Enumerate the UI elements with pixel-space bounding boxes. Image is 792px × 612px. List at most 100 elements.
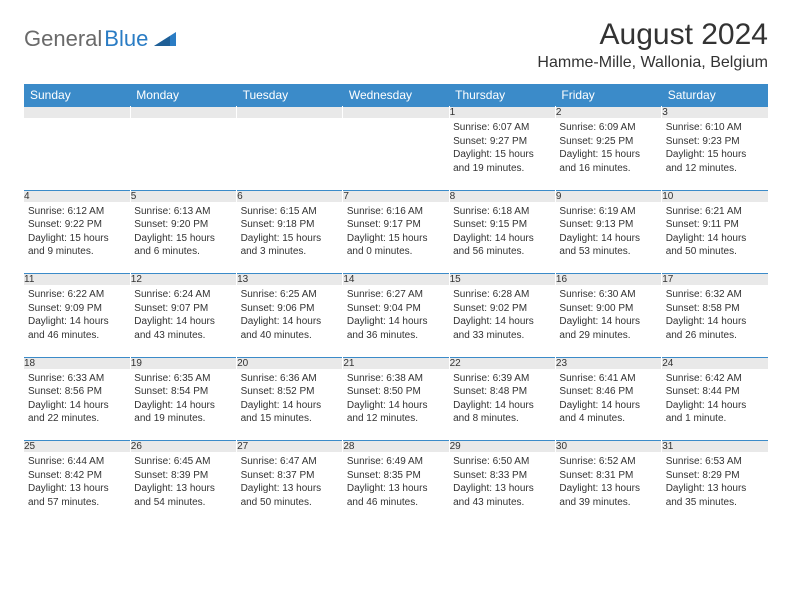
daylight-text: and 16 minutes. xyxy=(559,162,657,176)
weekday-header: Thursday xyxy=(449,84,555,107)
weekday-header-row: SundayMondayTuesdayWednesdayThursdayFrid… xyxy=(24,84,768,107)
day-cell: Sunrise: 6:30 AMSunset: 9:00 PMDaylight:… xyxy=(555,285,661,357)
sunset-text: Sunset: 8:42 PM xyxy=(28,469,126,483)
daylight-text: Daylight: 14 hours xyxy=(241,315,339,329)
weekday-header: Sunday xyxy=(24,84,130,107)
day-number: 19 xyxy=(130,357,236,369)
sunrise-text: Sunrise: 6:50 AM xyxy=(453,455,551,469)
daylight-text: and 29 minutes. xyxy=(559,329,657,343)
day-cell: Sunrise: 6:24 AMSunset: 9:07 PMDaylight:… xyxy=(130,285,236,357)
sunset-text: Sunset: 9:25 PM xyxy=(559,135,657,149)
location: Hamme-Mille, Wallonia, Belgium xyxy=(537,54,768,72)
sunrise-text: Sunrise: 6:13 AM xyxy=(134,205,232,219)
day-number: 2 xyxy=(555,107,661,119)
day-number: 26 xyxy=(130,441,236,453)
day-number: 28 xyxy=(343,441,449,453)
sunrise-text: Sunrise: 6:36 AM xyxy=(241,372,339,386)
day-cell: Sunrise: 6:09 AMSunset: 9:25 PMDaylight:… xyxy=(555,118,661,190)
daylight-text: and 43 minutes. xyxy=(134,329,232,343)
day-cell: Sunrise: 6:21 AMSunset: 9:11 PMDaylight:… xyxy=(662,202,768,274)
sunset-text: Sunset: 9:06 PM xyxy=(241,302,339,316)
sunrise-text: Sunrise: 6:38 AM xyxy=(347,372,445,386)
daylight-text: and 54 minutes. xyxy=(134,496,232,510)
sunrise-text: Sunrise: 6:07 AM xyxy=(453,121,551,135)
daylight-text: and 9 minutes. xyxy=(28,245,126,259)
daylight-text: Daylight: 14 hours xyxy=(559,399,657,413)
sunrise-text: Sunrise: 6:32 AM xyxy=(666,288,764,302)
daylight-text: Daylight: 14 hours xyxy=(666,232,764,246)
sunrise-text: Sunrise: 6:39 AM xyxy=(453,372,551,386)
sunrise-text: Sunrise: 6:53 AM xyxy=(666,455,764,469)
daylight-text: and 50 minutes. xyxy=(241,496,339,510)
day-body-row: Sunrise: 6:33 AMSunset: 8:56 PM Daylight:… xyxy=(24,369,768,441)
daylight-text: and 4 minutes. xyxy=(559,412,657,426)
title-block: August 2024 Hamme-Mille, Wallonia, Belgi… xyxy=(537,18,768,72)
logo-text-blue: Blue xyxy=(104,26,148,52)
day-cell: Sunrise: 6:28 AMSunset: 9:02 PMDaylight:… xyxy=(449,285,555,357)
day-cell: Sunrise: 6:25 AMSunset: 9:06 PMDaylight:… xyxy=(237,285,343,357)
sunset-text: Sunset: 8:46 PM xyxy=(559,385,657,399)
header: General Blue August 2024 Hamme-Mille, Wa… xyxy=(24,18,768,72)
day-number: 8 xyxy=(449,190,555,202)
daylight-text: Daylight: 15 hours xyxy=(559,148,657,162)
day-number-row: 25262728293031 xyxy=(24,441,768,453)
day-number: 23 xyxy=(555,357,661,369)
daylight-text: Daylight: 14 hours xyxy=(453,232,551,246)
sunrise-text: Sunrise: 6:12 AM xyxy=(28,205,126,219)
sunset-text: Sunset: 8:56 PM xyxy=(28,385,126,399)
daylight-text: and 15 minutes. xyxy=(241,412,339,426)
daylight-text: and 22 minutes. xyxy=(28,412,126,426)
day-number: 17 xyxy=(662,274,768,286)
day-cell: Sunrise: 6:22 AMSunset: 9:09 PMDaylight:… xyxy=(24,285,130,357)
daylight-text: Daylight: 15 hours xyxy=(347,232,445,246)
sunset-text: Sunset: 9:02 PM xyxy=(453,302,551,316)
day-cell: Sunrise: 6:15 AMSunset: 9:18 PMDaylight:… xyxy=(237,202,343,274)
daylight-text: and 26 minutes. xyxy=(666,329,764,343)
daylight-text: and 50 minutes. xyxy=(666,245,764,259)
daylight-text: and 19 minutes. xyxy=(134,412,232,426)
sunset-text: Sunset: 8:35 PM xyxy=(347,469,445,483)
daylight-text: Daylight: 14 hours xyxy=(559,315,657,329)
daylight-text: and 46 minutes. xyxy=(28,329,126,343)
day-number: 15 xyxy=(449,274,555,286)
daylight-text: Daylight: 14 hours xyxy=(134,399,232,413)
day-number: 30 xyxy=(555,441,661,453)
day-number: 4 xyxy=(24,190,130,202)
daylight-text: and 35 minutes. xyxy=(666,496,764,510)
daylight-text: Daylight: 14 hours xyxy=(28,315,126,329)
day-cell: Sunrise: 6:39 AMSunset: 8:48 PMDaylight:… xyxy=(449,369,555,441)
day-number: 16 xyxy=(555,274,661,286)
sunset-text: Sunset: 9:27 PM xyxy=(453,135,551,149)
day-cell: Sunrise: 6:42 AMSunset: 8:44 PMDaylight:… xyxy=(662,369,768,441)
day-cell: Sunrise: 6:12 AMSunset: 9:22 PMDaylight:… xyxy=(24,202,130,274)
daylight-text: and 36 minutes. xyxy=(347,329,445,343)
day-number: 18 xyxy=(24,357,130,369)
logo-triangle-icon xyxy=(154,32,176,46)
sunrise-text: Sunrise: 6:42 AM xyxy=(666,372,764,386)
sunrise-text: Sunrise: 6:10 AM xyxy=(666,121,764,135)
sunrise-text: Sunrise: 6:52 AM xyxy=(559,455,657,469)
sunset-text: Sunset: 8:31 PM xyxy=(559,469,657,483)
sunrise-text: Sunrise: 6:33 AM xyxy=(28,372,126,386)
calendar-table: SundayMondayTuesdayWednesdayThursdayFrid… xyxy=(24,84,768,524)
daylight-text: Daylight: 14 hours xyxy=(453,399,551,413)
sunset-text: Sunset: 8:52 PM xyxy=(241,385,339,399)
day-cell: Sunrise: 6:36 AMSunset: 8:52 PMDaylight:… xyxy=(237,369,343,441)
empty-day-number xyxy=(24,107,130,119)
day-number-row: 11121314151617 xyxy=(24,274,768,286)
sunset-text: Sunset: 9:20 PM xyxy=(134,218,232,232)
daylight-text: Daylight: 14 hours xyxy=(559,232,657,246)
sunset-text: Sunset: 9:13 PM xyxy=(559,218,657,232)
day-cell: Sunrise: 6:33 AMSunset: 8:56 PMDaylight:… xyxy=(24,369,130,441)
day-cell: Sunrise: 6:13 AMSunset: 9:20 PMDaylight:… xyxy=(130,202,236,274)
daylight-text: Daylight: 13 hours xyxy=(666,482,764,496)
sunset-text: Sunset: 8:54 PM xyxy=(134,385,232,399)
day-number: 13 xyxy=(237,274,343,286)
day-number: 20 xyxy=(237,357,343,369)
daylight-text: Daylight: 14 hours xyxy=(453,315,551,329)
day-body-row: Sunrise: 6:07 AMSunset: 9:27 PM Daylight:… xyxy=(24,118,768,190)
sunrise-text: Sunrise: 6:45 AM xyxy=(134,455,232,469)
day-number-row: 123 xyxy=(24,107,768,119)
daylight-text: Daylight: 13 hours xyxy=(347,482,445,496)
weekday-header: Monday xyxy=(130,84,236,107)
